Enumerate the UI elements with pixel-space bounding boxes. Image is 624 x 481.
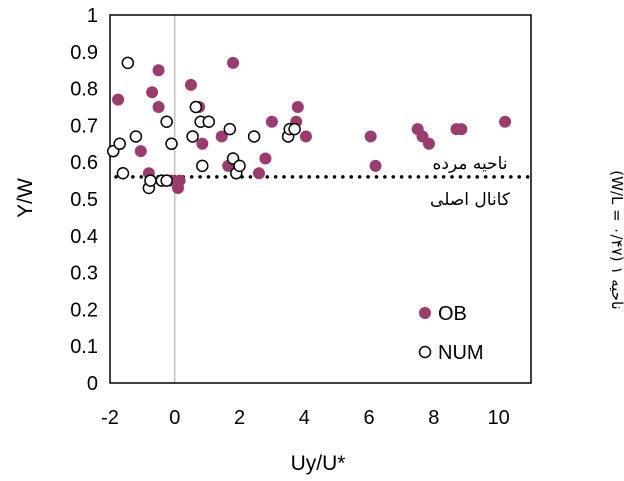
y-tick-label: 0.2 bbox=[70, 299, 98, 321]
x-tick-label: 8 bbox=[428, 407, 439, 429]
data-point-num bbox=[288, 122, 301, 136]
data-point-ob bbox=[369, 159, 382, 172]
data-point-ob bbox=[112, 93, 125, 106]
data-point-num bbox=[223, 122, 237, 136]
data-point-ob bbox=[227, 56, 240, 69]
data-points bbox=[106, 56, 512, 195]
data-point-ob bbox=[299, 130, 312, 143]
data-point-ob bbox=[422, 137, 435, 150]
side-region-label: ناحیه ۱ (W/L = ۰/۴۷) bbox=[608, 170, 624, 309]
data-point-num bbox=[113, 137, 126, 151]
data-point-ob bbox=[184, 78, 197, 91]
data-point-ob bbox=[196, 137, 209, 150]
y-tick-label: 0.3 bbox=[70, 263, 98, 285]
data-point-num bbox=[189, 100, 203, 114]
legend-ob-label: OB bbox=[438, 303, 467, 325]
x-tick-label: 0 bbox=[169, 407, 180, 429]
plot-area bbox=[109, 14, 532, 384]
data-point-ob bbox=[455, 123, 468, 136]
x-axis-title: Uy/U* bbox=[291, 452, 346, 475]
y-tick-label: 0.1 bbox=[70, 336, 98, 358]
data-point-num bbox=[160, 115, 173, 128]
data-point-num bbox=[233, 159, 246, 173]
data-point-ob bbox=[499, 115, 512, 128]
data-point-ob bbox=[364, 130, 377, 143]
data-point-num bbox=[247, 130, 261, 143]
y-tick-label: 0.4 bbox=[70, 226, 98, 248]
data-point-ob bbox=[152, 101, 165, 113]
x-tick-label: -2 bbox=[101, 407, 119, 429]
x-axis: -2 0 2 4 6 8 10 bbox=[101, 407, 510, 429]
data-point-num bbox=[129, 130, 143, 143]
y-tick-label: 0 bbox=[87, 373, 98, 395]
x-tick-label: 2 bbox=[234, 407, 245, 429]
data-point-ob bbox=[252, 167, 265, 180]
data-point-ob bbox=[215, 130, 228, 143]
data-point-num bbox=[196, 159, 209, 173]
annotation-dead-zone: ناحیه مرده bbox=[432, 154, 507, 174]
y-tick-label: 0.6 bbox=[70, 152, 98, 174]
y-tick-label: 0.9 bbox=[70, 42, 98, 64]
y-tick-label: 0.7 bbox=[70, 115, 98, 137]
data-point-num bbox=[202, 115, 216, 128]
x-tick-label: 10 bbox=[487, 407, 509, 429]
data-point-ob bbox=[146, 86, 159, 99]
data-point-ob bbox=[134, 145, 147, 158]
data-point-ob bbox=[259, 152, 272, 165]
data-point-ob bbox=[265, 115, 278, 128]
data-point-num bbox=[165, 137, 178, 151]
data-point-num bbox=[186, 130, 199, 143]
data-point-num bbox=[121, 56, 135, 70]
legend-ob-marker bbox=[419, 307, 431, 319]
y-tick-label: 0.8 bbox=[70, 79, 98, 101]
y-axis: 0 0.1 0.2 0.3 0.4 0.5 0.6 0.7 0.8 0.9 1 bbox=[70, 5, 98, 395]
annotation-main-channel: کانال اصلی bbox=[430, 190, 511, 210]
legend-num-label: NUM bbox=[438, 342, 484, 364]
data-point-ob bbox=[152, 64, 165, 77]
data-point-num bbox=[116, 166, 130, 180]
legend-num-marker bbox=[418, 345, 432, 359]
y-tick-label: 1 bbox=[87, 5, 98, 27]
data-point-ob bbox=[173, 174, 186, 187]
x-tick-label: 4 bbox=[299, 407, 310, 429]
data-point-num bbox=[144, 174, 157, 187]
data-point-num bbox=[160, 174, 173, 187]
x-tick-label: 6 bbox=[364, 407, 375, 429]
data-point-ob bbox=[291, 101, 304, 113]
y-axis-title: Y/W bbox=[14, 178, 37, 218]
y-tick-label: 0.5 bbox=[70, 189, 98, 211]
legend: OB NUM bbox=[418, 303, 484, 364]
